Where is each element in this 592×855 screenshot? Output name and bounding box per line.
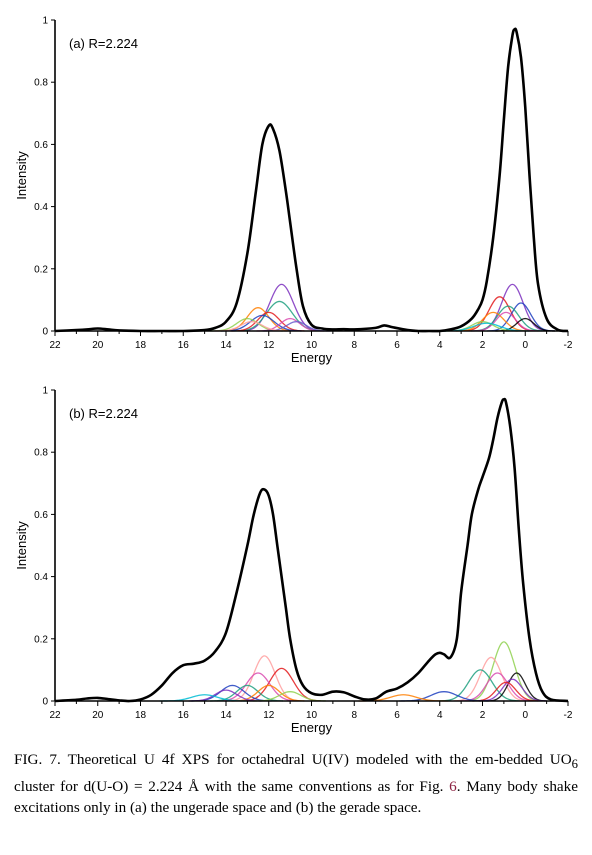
- x-tick-label: 8: [351, 710, 357, 721]
- component-series-13: [486, 672, 547, 702]
- x-tick-label: 8: [351, 340, 357, 351]
- x-tick-label: 2: [480, 710, 486, 721]
- caption-text-2: cluster for d(U-O) = 2.224 Å with the sa…: [14, 777, 450, 795]
- x-tick-label: 16: [178, 340, 190, 351]
- component-series-6: [231, 684, 305, 702]
- x-tick-label: 14: [220, 340, 232, 351]
- component-series-16: [472, 681, 539, 702]
- caption-text-3: . Many body shake excitations only in (a…: [14, 777, 579, 817]
- caption-figure-link[interactable]: 6: [449, 777, 457, 795]
- y-tick-label: 0: [42, 697, 48, 708]
- x-axis-title: Energy: [291, 350, 333, 365]
- y-tick-label: 0.4: [34, 202, 48, 213]
- caption-text-1: FIG. 7. Theoretical U 4f XPS for octahed…: [14, 751, 572, 768]
- x-tick-label: 6: [394, 710, 400, 721]
- component-series-4: [231, 311, 305, 332]
- x-axis-title: Energy: [291, 720, 333, 735]
- y-tick-label: 0.6: [34, 510, 48, 521]
- component-series-14: [455, 311, 529, 332]
- x-tick-label: 0: [522, 340, 528, 351]
- chart-panel-b: 22 20 18 16 14 12 10 8 6 4 2 0 -200.20.40.60.81Energ…: [14, 386, 573, 736]
- y-axis-title: Intensity: [14, 151, 29, 200]
- y-tick-label: 0.2: [34, 264, 48, 275]
- x-tick-label: 4: [437, 340, 443, 351]
- y-tick-label: 0.4: [34, 572, 48, 583]
- x-tick-label: 18: [135, 340, 147, 351]
- x-tick-label: 22: [49, 340, 61, 351]
- x-tick-label: 20: [92, 710, 104, 721]
- y-tick-label: 1: [42, 16, 48, 27]
- y-tick-label: 0.2: [34, 634, 48, 645]
- x-tick-label: 12: [263, 340, 275, 351]
- component-series-15: [478, 678, 547, 702]
- y-tick-label: 0.6: [34, 140, 48, 151]
- x-tick-label: 10: [306, 340, 318, 351]
- x-tick-label: 2: [480, 340, 486, 351]
- figure: 22 20 18 16 14 12 10 8 6 4 2 0 -2 0 0.2 0.4 0.6 0.8 1 Energ…: [14, 16, 573, 736]
- component-curves: [159, 641, 547, 702]
- component-series-7: [256, 317, 324, 332]
- x-tick-label: 16: [178, 710, 190, 721]
- x-tick-label: 12: [263, 710, 275, 721]
- y-tick-label: 0.8: [34, 78, 48, 89]
- x-tick-label: 18: [135, 710, 147, 721]
- y-tick-label: 0: [42, 327, 48, 338]
- component-series-12: [439, 669, 520, 702]
- component-series-11: [462, 296, 536, 332]
- component-series-14: [460, 672, 534, 702]
- x-tick-label: 6: [394, 340, 400, 351]
- component-series-3: [216, 672, 298, 702]
- panel-label-1: (b) R=2.224: [69, 406, 138, 421]
- x-tick-label: 22: [49, 710, 61, 721]
- y-axis-title: Intensity: [14, 521, 29, 570]
- chart-panel-a: 22 20 18 16 14 12 10 8 6 4 2 0 -200.20.40.60.81Energ…: [14, 16, 573, 366]
- component-series-15: [472, 311, 539, 332]
- x-tick-label: 10: [306, 710, 318, 721]
- y-tick-label: 1: [42, 386, 48, 397]
- total-spectrum-line: [54, 27, 569, 333]
- component-series-10: [466, 641, 540, 702]
- component-curves: [209, 283, 556, 332]
- x-tick-label: -2: [564, 340, 573, 351]
- panel-label-0: (a) R=2.224: [69, 36, 138, 51]
- x-tick-label: 4: [437, 710, 443, 721]
- x-tick-label: 14: [220, 710, 232, 721]
- y-tick-label: 0.8: [34, 448, 48, 459]
- x-tick-label: 0: [522, 710, 528, 721]
- component-series-5: [221, 314, 302, 332]
- total-spectrum-line: [54, 397, 569, 703]
- x-tick-label: 20: [92, 340, 104, 351]
- caption-subscript: 6: [571, 757, 578, 772]
- figure-caption: FIG. 7. Theoretical U 4f XPS for octahed…: [14, 749, 578, 819]
- x-tick-label: -2: [564, 710, 573, 721]
- component-series-1: [227, 655, 301, 702]
